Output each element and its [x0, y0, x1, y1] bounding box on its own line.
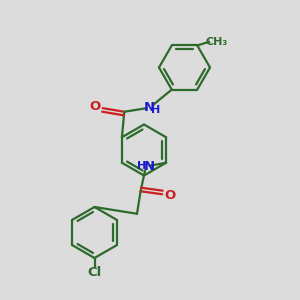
Text: O: O [90, 100, 101, 113]
Text: O: O [164, 189, 175, 202]
Text: N: N [143, 160, 155, 173]
Text: H: H [136, 161, 146, 171]
Text: Cl: Cl [87, 266, 102, 279]
Text: N: N [144, 101, 155, 114]
Text: H: H [151, 105, 160, 115]
Text: CH₃: CH₃ [205, 37, 227, 47]
